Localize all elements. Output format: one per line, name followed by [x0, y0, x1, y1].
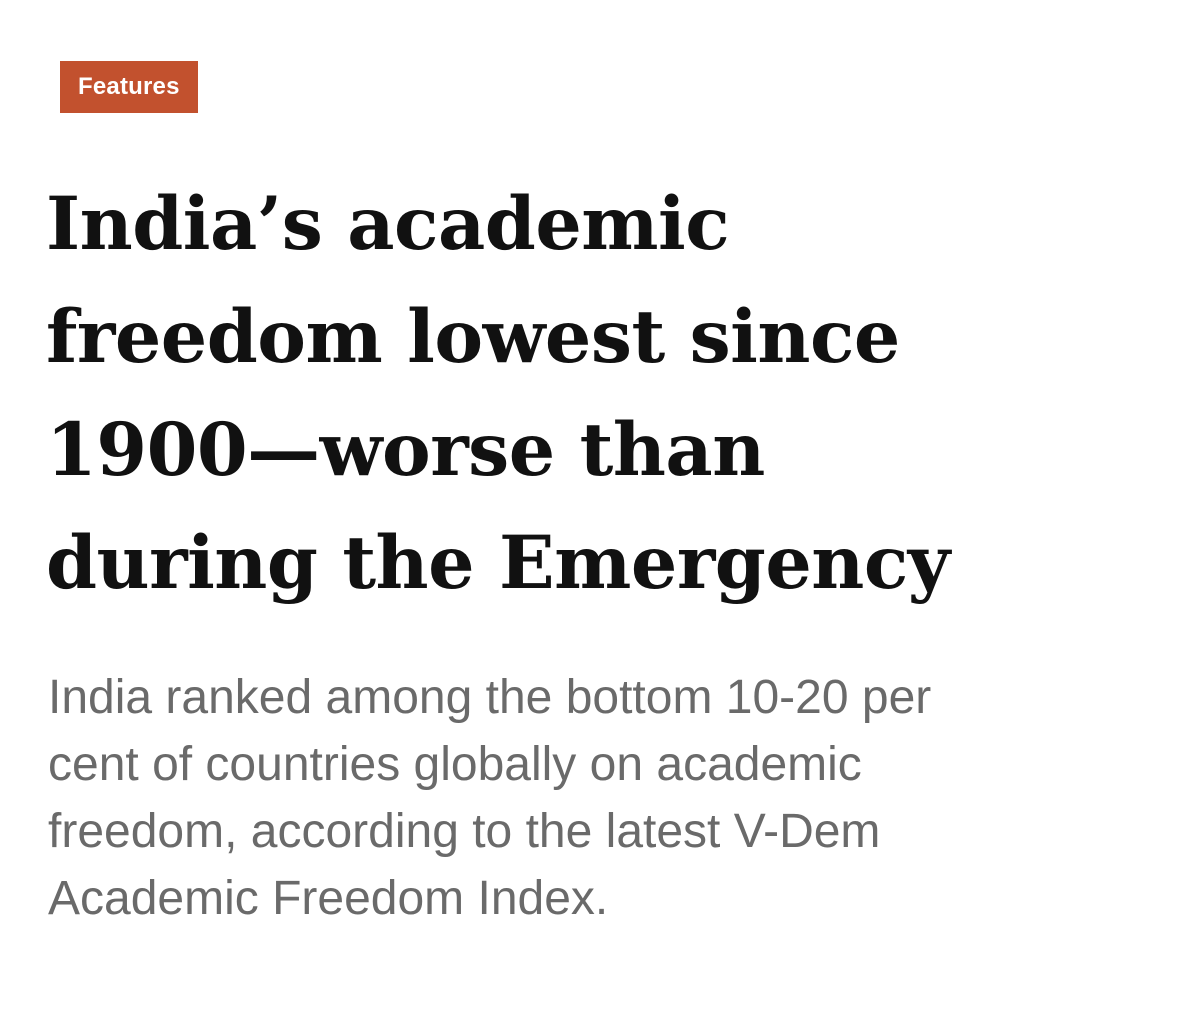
standfirst-line: Academic Freedom Index. — [48, 872, 609, 925]
standfirst-line: India ranked among the bottom 10-20 per — [48, 671, 932, 724]
category-tag-features[interactable]: Features — [60, 61, 198, 113]
headline-line: 1900—worse than — [46, 407, 765, 493]
standfirst-line: cent of countries globally on academic — [48, 738, 862, 791]
headline-line: during the Emergency — [46, 520, 950, 606]
standfirst-line: freedom, according to the latest V-Dem — [48, 805, 881, 858]
headline-line: freedom lowest since — [46, 294, 900, 380]
headline: India’s academic freedom lowest since 19… — [46, 168, 1166, 620]
headline-line: India’s academic — [46, 181, 730, 267]
standfirst: India ranked among the bottom 10-20 per … — [48, 664, 1158, 932]
